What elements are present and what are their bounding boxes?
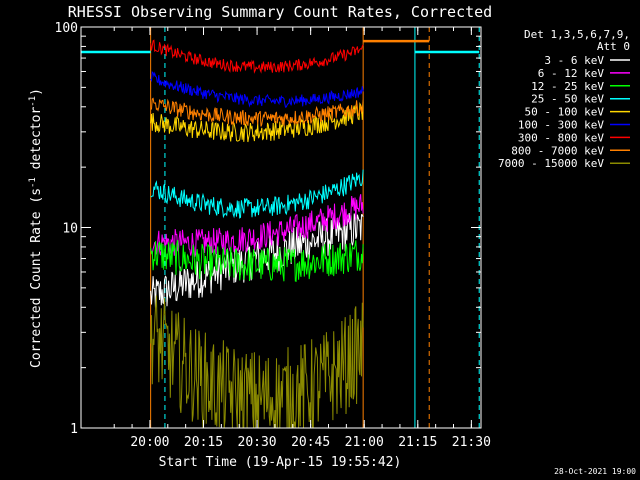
legend-header-0: Det 1,3,5,6,7,9, — [524, 28, 630, 41]
legend-label-0: 3 - 6 keV — [544, 54, 604, 67]
y-tick-label-2: 100 — [55, 21, 78, 36]
y-axis-label-sup1: -1 — [28, 177, 38, 188]
series-line-3 — [150, 169, 364, 219]
legend-label-4: 50 - 100 keV — [525, 106, 605, 119]
legend-label-7: 800 - 7000 keV — [511, 144, 604, 157]
flat-segments — [81, 39, 480, 54]
x-tick-label-2: 20:30 — [238, 435, 277, 450]
y-tick-label-0: 1 — [70, 422, 78, 437]
legend-label-6: 300 - 800 keV — [518, 131, 604, 144]
y-axis-label-main: Corrected Count Rate (s — [29, 188, 44, 368]
y-axis-label: Corrected Count Rate (s-1 detector-1) — [28, 88, 44, 368]
x-tick-label-3: 20:45 — [291, 435, 330, 450]
legend-header-1: Att 0 — [597, 40, 630, 53]
y-axis-label-mid: detector — [29, 107, 44, 178]
legend-label-2: 12 - 25 keV — [531, 80, 604, 93]
y-axis-label-end: ) — [29, 88, 44, 96]
x-tick-label-5: 21:15 — [398, 435, 437, 450]
series-line-6 — [150, 39, 364, 74]
y-axis-ticks: 1 10 100 — [55, 21, 481, 437]
legend-label-1: 6 - 12 keV — [538, 67, 605, 80]
x-tick-label-4: 21:00 — [345, 435, 384, 450]
legend-label-3: 25 - 50 keV — [531, 93, 604, 106]
plot-axes — [80, 26, 482, 429]
x-axis-ticks: 20:00 20:15 20:30 20:45 21:00 21:15 21:30 — [113, 27, 491, 450]
legend-label-5: 100 - 300 keV — [518, 119, 604, 132]
x-axis-label: Start Time (19-Apr-15 19:55:42) — [159, 455, 402, 470]
series-line-7 — [150, 97, 364, 127]
x-tick-label-1: 20:15 — [184, 435, 223, 450]
series-lines — [150, 39, 364, 429]
series-line-4 — [150, 101, 364, 143]
generated-timestamp: 28-Oct-2021 19:00 — [554, 467, 636, 476]
series-line-2 — [150, 239, 364, 283]
y-axis-label-sup2: -1 — [28, 96, 38, 107]
x-tick-label-6: 21:30 — [452, 435, 491, 450]
chart-title: RHESSI Observing Summary Count Rates, Co… — [68, 3, 492, 21]
plot-frame — [80, 26, 482, 429]
series-line-5 — [150, 71, 364, 108]
x-tick-label-0: 20:00 — [130, 435, 169, 450]
series-line-1 — [150, 194, 364, 257]
legend-label-8: 7000 - 15000 keV — [498, 157, 604, 170]
series-line-0 — [150, 212, 364, 309]
series-line-8 — [150, 295, 364, 429]
y-tick-label-1: 10 — [62, 222, 78, 237]
